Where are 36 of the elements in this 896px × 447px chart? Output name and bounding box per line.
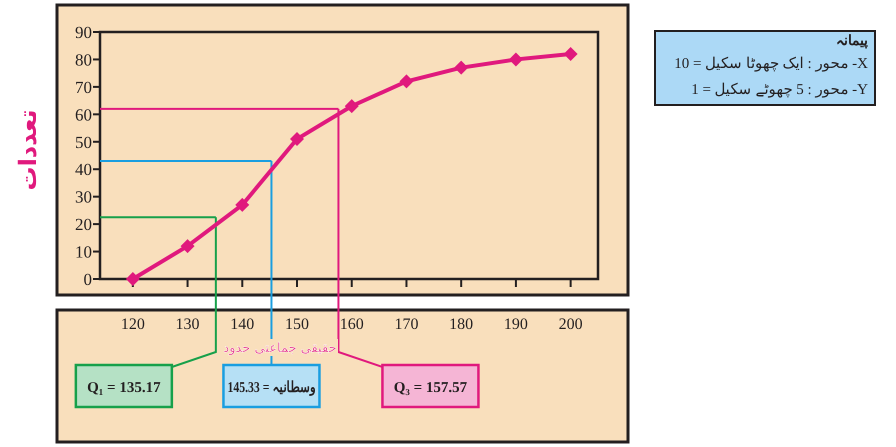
ref-line-label: Q₁ = 135.17	[87, 380, 162, 396]
x-tick-label: 140	[230, 316, 254, 333]
text: پیمانہ	[835, 33, 868, 51]
point	[399, 74, 414, 88]
point	[235, 198, 250, 212]
x-tick-label: 180	[449, 316, 474, 333]
x-tick-label: 160	[340, 316, 364, 333]
x-tick-label: 190	[504, 316, 528, 333]
y-tick-label: 50	[75, 132, 92, 152]
point	[126, 272, 140, 286]
y-tick-label: 20	[75, 215, 92, 234]
x-tick-label: 130	[176, 316, 200, 333]
text: X- محور : ایک چھوٹا سکیل = 10	[673, 55, 868, 74]
y-tick-label: 0	[84, 270, 92, 289]
text: Y- محور : 5 چھوٹے سکیل = 1	[690, 81, 868, 100]
y-tick-label: 70	[75, 78, 92, 97]
y-tick-label: 80	[75, 50, 92, 70]
y-tick-label: 60	[75, 105, 92, 124]
x-axis-title: حقیقی جماعتی حدود	[223, 341, 337, 356]
y-tick-label: 90	[75, 23, 92, 42]
x-tick-label: 150	[285, 316, 310, 333]
point	[564, 46, 578, 61]
y-tick-label: 30	[75, 188, 92, 207]
y-tick-label: 10	[75, 242, 92, 262]
point	[180, 239, 195, 254]
y-tick-label: 40	[75, 160, 92, 180]
x-tick-label: 200	[558, 316, 583, 333]
ref-line-label: Q₃ = 157.57	[394, 380, 468, 396]
x-tick-label: 120	[120, 316, 145, 333]
x-tick-label: 170	[394, 316, 418, 333]
point	[454, 60, 468, 75]
point	[508, 52, 523, 66]
point	[344, 99, 359, 114]
ref-line-label: وسطانیہ = 145.33	[227, 380, 331, 396]
y-axis-title: تعددات	[14, 109, 42, 191]
point	[290, 132, 304, 146]
